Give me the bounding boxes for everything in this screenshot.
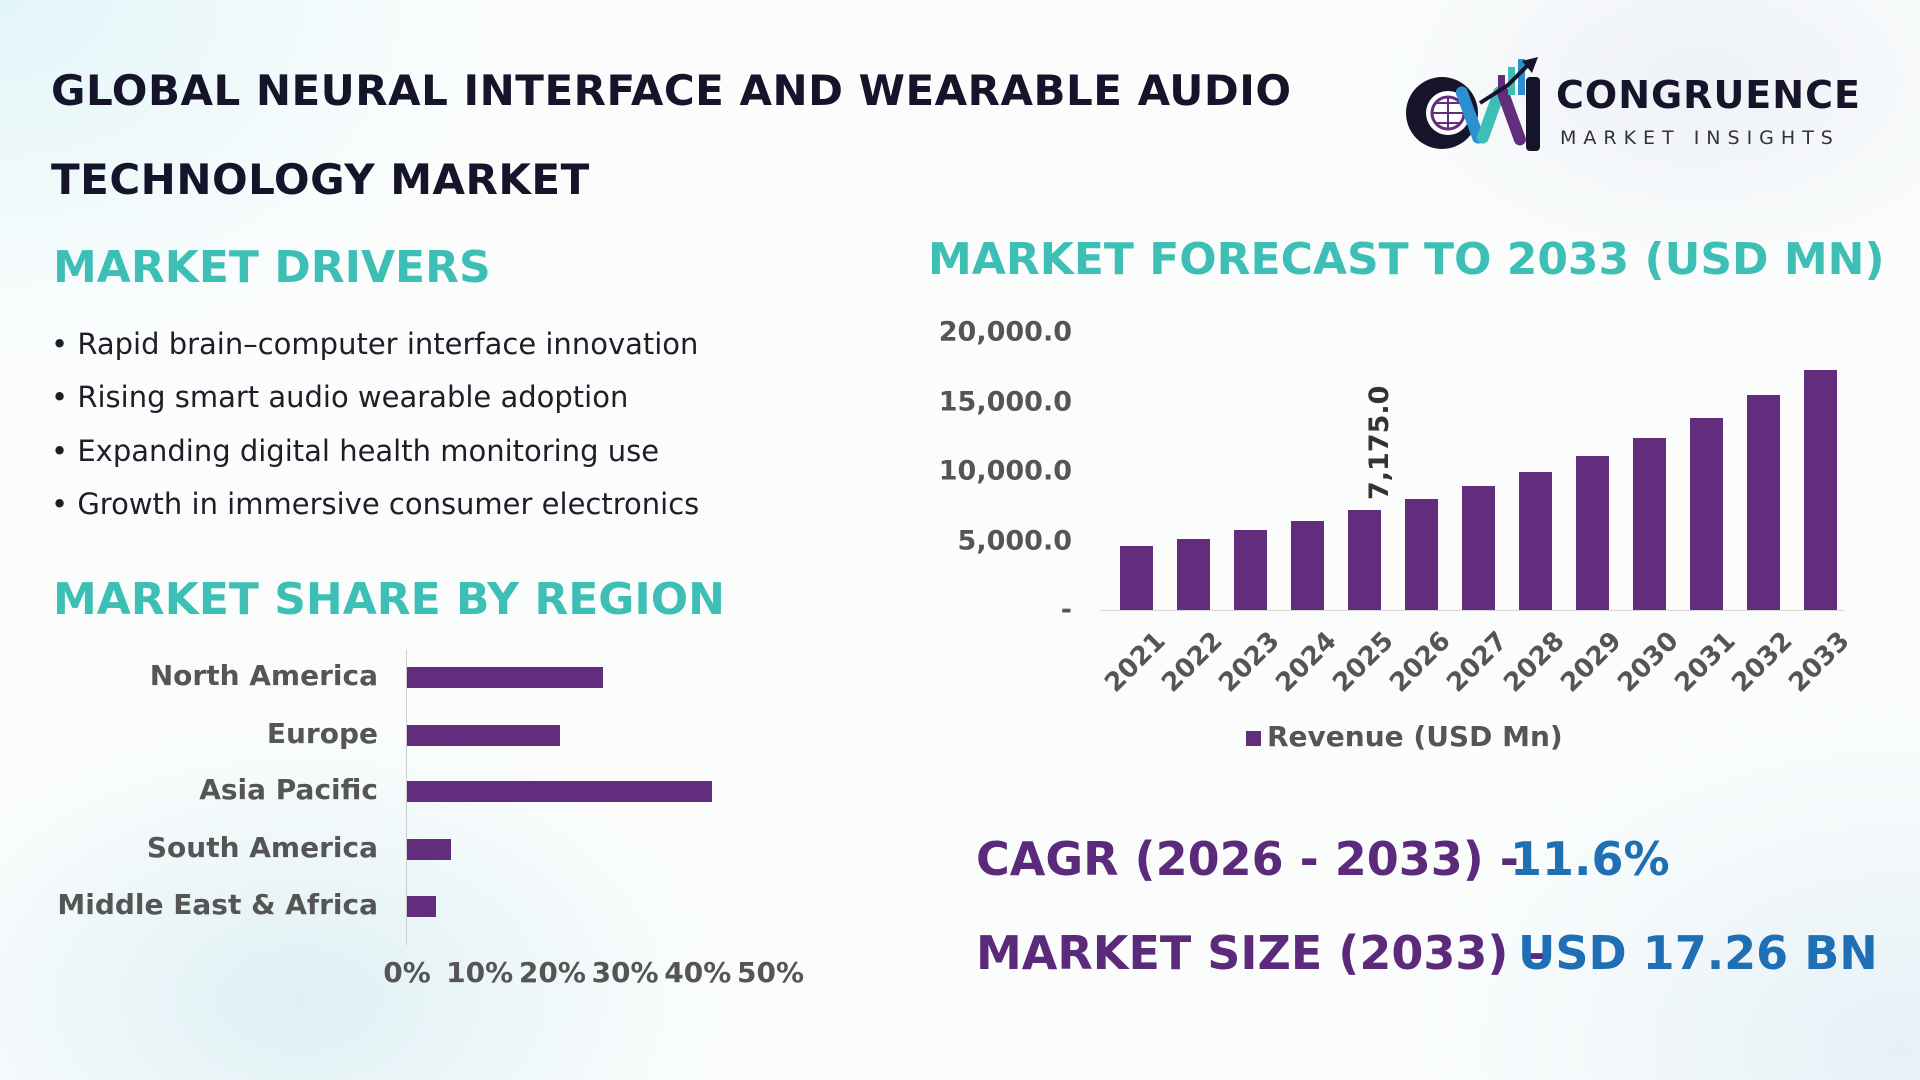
y-axis-tick: 10,000.0 xyxy=(938,455,1072,487)
x-axis-tick: 2030 xyxy=(1611,626,1685,699)
region-bar xyxy=(407,667,604,688)
region-x-tick: 10% xyxy=(446,956,514,989)
y-axis-tick: 20,000.0 xyxy=(938,316,1072,348)
region-x-tick: 40% xyxy=(664,956,732,989)
forecast-bar xyxy=(1177,538,1210,610)
region-label: South America xyxy=(146,831,378,864)
forecast-axis-line xyxy=(1100,610,1845,611)
y-axis-tick: 5,000.0 xyxy=(957,525,1072,556)
region-bar xyxy=(407,896,437,917)
forecast-bar xyxy=(1234,529,1267,610)
region-axis-line xyxy=(406,650,407,945)
forecast-bar xyxy=(1747,394,1780,610)
x-axis-tick: 2025 xyxy=(1326,626,1400,699)
region-label: Europe xyxy=(266,717,378,750)
forecast-bar xyxy=(1633,437,1666,610)
forecast-chart-title: MARKET FORECAST TO 2033 (USD MN) xyxy=(928,234,1885,285)
drivers-heading: MARKET DRIVERS xyxy=(53,242,491,293)
forecast-bar xyxy=(1576,455,1609,610)
region-bar xyxy=(407,839,451,860)
forecast-bar xyxy=(1804,370,1837,610)
region-bar xyxy=(407,725,560,746)
forecast-bar xyxy=(1519,471,1552,610)
driver-text: Growth in immersive consumer electronics xyxy=(77,487,700,521)
cm-logo-mark-icon xyxy=(1406,57,1540,151)
driver-item: • Growth in immersive consumer electroni… xyxy=(51,487,700,521)
driver-text: Expanding digital health monitoring use xyxy=(77,434,660,468)
legend-label: Revenue (USD Mn) xyxy=(1267,720,1563,753)
driver-item: • Rapid brain–computer interface innovat… xyxy=(51,327,699,361)
region-chart-title: MARKET SHARE BY REGION xyxy=(53,574,725,625)
market-size-value: USD 17.26 BN xyxy=(1518,926,1878,980)
region-x-tick: 20% xyxy=(518,956,586,989)
driver-item: • Expanding digital health monitoring us… xyxy=(51,434,660,468)
x-axis-tick: 2023 xyxy=(1212,626,1286,699)
forecast-bar xyxy=(1690,417,1723,610)
forecast-bar xyxy=(1348,510,1381,610)
x-axis-tick: 2024 xyxy=(1269,626,1343,699)
y-axis-tick: - xyxy=(1060,594,1072,626)
region-x-tick: 30% xyxy=(591,956,659,989)
x-axis-tick: 2032 xyxy=(1725,626,1799,699)
data-label: 7,175.0 xyxy=(1364,385,1395,501)
market-size-label: MARKET SIZE (2033) – xyxy=(976,926,1548,980)
x-axis-tick: 2029 xyxy=(1554,626,1628,699)
forecast-bar xyxy=(1462,485,1495,610)
x-axis-tick: 2022 xyxy=(1155,626,1229,699)
forecast-bar xyxy=(1405,498,1438,610)
x-axis-tick: 2026 xyxy=(1383,626,1457,699)
region-label: Middle East & Africa xyxy=(57,888,378,921)
region-bar xyxy=(407,781,713,802)
region-label: Asia Pacific xyxy=(199,773,378,806)
driver-text: Rising smart audio wearable adoption xyxy=(77,380,629,414)
x-axis-tick: 2031 xyxy=(1668,626,1742,699)
y-axis-tick: 15,000.0 xyxy=(938,386,1072,417)
region-label: North America xyxy=(149,659,378,692)
logo-name: CONGRUENCE xyxy=(1556,73,1861,117)
x-axis-tick: 2028 xyxy=(1497,626,1571,699)
region-x-tick: 50% xyxy=(736,956,805,989)
forecast-bar xyxy=(1120,545,1153,610)
page-title-line-1: GLOBAL NEURAL INTERFACE AND WEARABLE AUD… xyxy=(51,66,1292,115)
page-title-line-2: TECHNOLOGY MARKET xyxy=(51,155,590,204)
region-x-tick: 0% xyxy=(383,956,431,989)
driver-item: • Rising smart audio wearable adoption xyxy=(51,380,629,414)
legend-swatch xyxy=(1246,731,1261,746)
cagr-value: 11.6% xyxy=(1510,832,1670,886)
cagr-label: CAGR (2026 - 2033) - xyxy=(976,832,1519,886)
x-axis-tick: 2021 xyxy=(1098,626,1172,699)
x-axis-tick: 2033 xyxy=(1782,626,1856,699)
logo: CONGRUENCE MARKET INSIGHTS xyxy=(1400,55,1900,155)
logo-tagline: MARKET INSIGHTS xyxy=(1560,127,1840,149)
forecast-bar xyxy=(1291,520,1324,610)
forecast-legend: Revenue (USD Mn) xyxy=(1246,720,1563,753)
driver-text: Rapid brain–computer interface innovatio… xyxy=(77,327,699,361)
x-axis-tick: 2027 xyxy=(1440,626,1514,699)
